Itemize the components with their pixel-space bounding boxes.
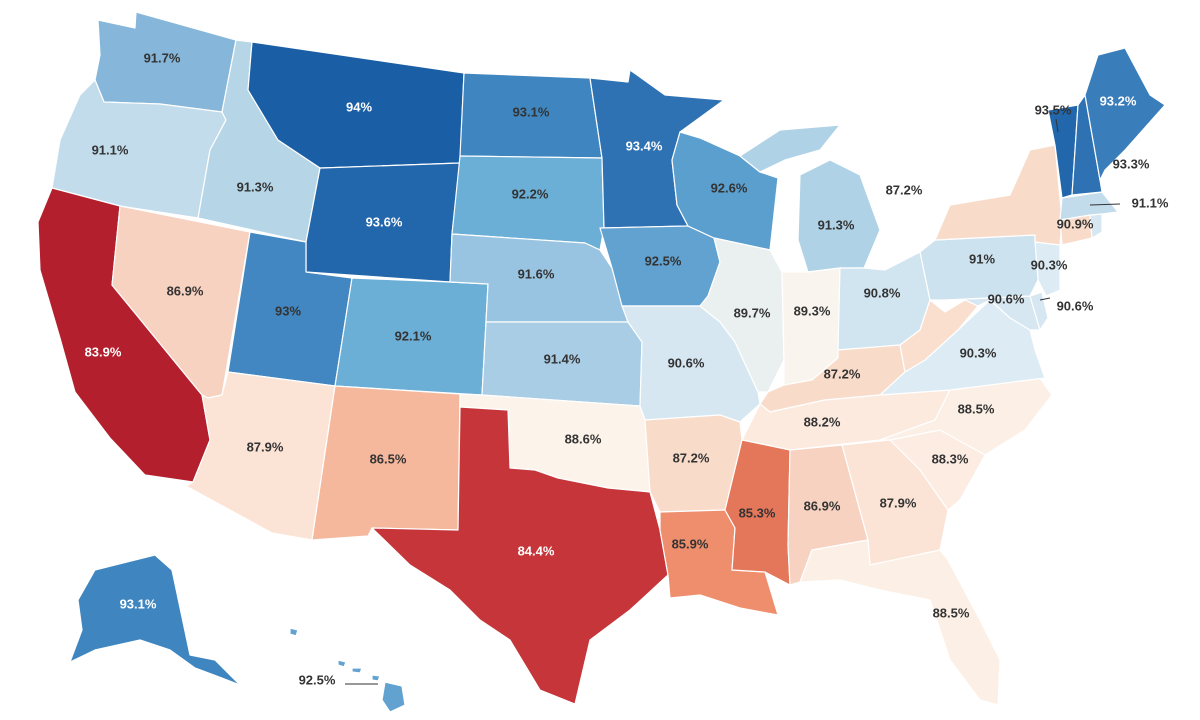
label-virginia: 90.3%	[960, 345, 997, 360]
label-nebraska: 91.6%	[518, 266, 555, 281]
label-montana: 94%	[346, 99, 372, 114]
label-nevada: 86.9%	[167, 283, 204, 298]
label-oklahoma: 88.6%	[565, 431, 602, 446]
label-arizona: 87.9%	[247, 439, 284, 454]
label-iowa: 92.5%	[645, 253, 682, 268]
label-vermont: 93.5%	[1035, 102, 1072, 117]
label-ohio: 90.8%	[864, 285, 901, 300]
label-indiana: 89.3%	[794, 303, 831, 318]
label-michigan: 91.3%	[818, 217, 855, 232]
state-hawaii[interactable]	[289, 627, 406, 713]
label-south-carolina: 88.3%	[932, 451, 969, 466]
state-shapes	[37, 11, 1166, 713]
leader-line-delaware	[1039, 297, 1051, 301]
label-new-hampshire: 93.3%	[1113, 156, 1150, 171]
state-new-hampshire[interactable]	[1071, 94, 1103, 196]
label-idaho: 91.3%	[237, 179, 274, 194]
label-maryland: 90.6%	[988, 291, 1025, 306]
state-north-carolina[interactable]	[879, 377, 1053, 456]
label-minnesota: 93.4%	[626, 138, 663, 153]
label-illinois: 89.7%	[734, 305, 771, 320]
state-florida[interactable]	[799, 539, 1001, 706]
label-maine: 93.2%	[1100, 93, 1137, 108]
label-wyoming: 93.6%	[366, 214, 403, 229]
label-new-jersey: 90.3%	[1031, 257, 1068, 272]
state-new-york[interactable]	[934, 144, 1063, 246]
label-florida: 88.5%	[933, 605, 970, 620]
state-vermont[interactable]	[1047, 104, 1079, 199]
state-pennsylvania[interactable]	[919, 234, 1039, 301]
state-illinois[interactable]	[699, 237, 785, 393]
label-new-mexico: 86.5%	[370, 451, 407, 466]
label-tennessee: 88.2%	[804, 414, 841, 429]
label-oregon: 91.1%	[92, 142, 129, 157]
label-north-carolina: 88.5%	[958, 401, 995, 416]
leader-lines	[345, 118, 1121, 685]
label-connecticut: 90.9%	[1057, 216, 1094, 231]
label-georgia: 87.9%	[880, 495, 917, 510]
label-hawaii: 92.5%	[299, 672, 336, 687]
label-utah: 93%	[275, 303, 301, 318]
label-california: 83.9%	[85, 344, 122, 359]
label-new-york: 87.2%	[886, 182, 923, 197]
label-arkansas: 87.2%	[673, 450, 710, 465]
value-labels: 91.7% 91.1% 83.9% 86.9% 91.3% 94% 93.6% …	[85, 50, 1169, 687]
label-washington: 91.7%	[144, 50, 181, 65]
label-mississippi: 85.3%	[739, 505, 776, 520]
label-kansas: 91.4%	[544, 351, 581, 366]
label-alaska: 93.1%	[120, 596, 157, 611]
state-alaska[interactable]	[69, 554, 241, 686]
label-south-dakota: 92.2%	[512, 186, 549, 201]
label-wisconsin: 92.6%	[711, 180, 748, 195]
label-texas: 84.4%	[518, 543, 555, 558]
state-maine[interactable]	[1084, 47, 1166, 181]
leader-line-massachusetts	[1089, 203, 1121, 206]
label-kentucky: 87.2%	[824, 366, 861, 381]
label-massachusetts: 91.1%	[1132, 195, 1169, 210]
state-massachusetts[interactable]	[1059, 191, 1119, 221]
label-pennsylvania: 91%	[969, 251, 995, 266]
label-north-dakota: 93.1%	[513, 104, 550, 119]
label-colorado: 92.1%	[395, 328, 432, 343]
label-alabama: 86.9%	[804, 498, 841, 513]
leader-line-vermont	[1055, 118, 1059, 133]
label-missouri: 90.6%	[668, 355, 705, 370]
label-louisiana: 85.9%	[672, 536, 709, 551]
state-texas[interactable]	[371, 406, 669, 705]
state-delaware[interactable]	[1029, 291, 1049, 331]
label-delaware: 90.6%	[1057, 298, 1094, 313]
